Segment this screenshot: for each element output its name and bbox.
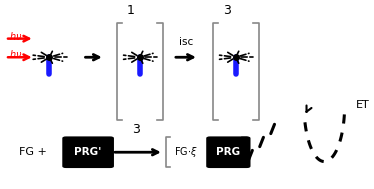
FancyBboxPatch shape xyxy=(206,136,251,168)
Text: 1: 1 xyxy=(127,4,135,17)
Text: $h\nu$: $h\nu$ xyxy=(9,30,22,42)
Text: FG$\cdot\xi$: FG$\cdot\xi$ xyxy=(174,145,198,159)
Text: isc: isc xyxy=(179,37,193,47)
Text: PRG': PRG' xyxy=(74,147,102,157)
Text: ET: ET xyxy=(356,100,370,110)
Text: 3: 3 xyxy=(223,4,230,17)
Text: FG +: FG + xyxy=(19,147,47,157)
Text: PRG: PRG xyxy=(216,147,240,157)
Text: $h\nu$: $h\nu$ xyxy=(9,48,22,60)
FancyBboxPatch shape xyxy=(62,136,114,168)
Text: 3: 3 xyxy=(132,123,140,136)
